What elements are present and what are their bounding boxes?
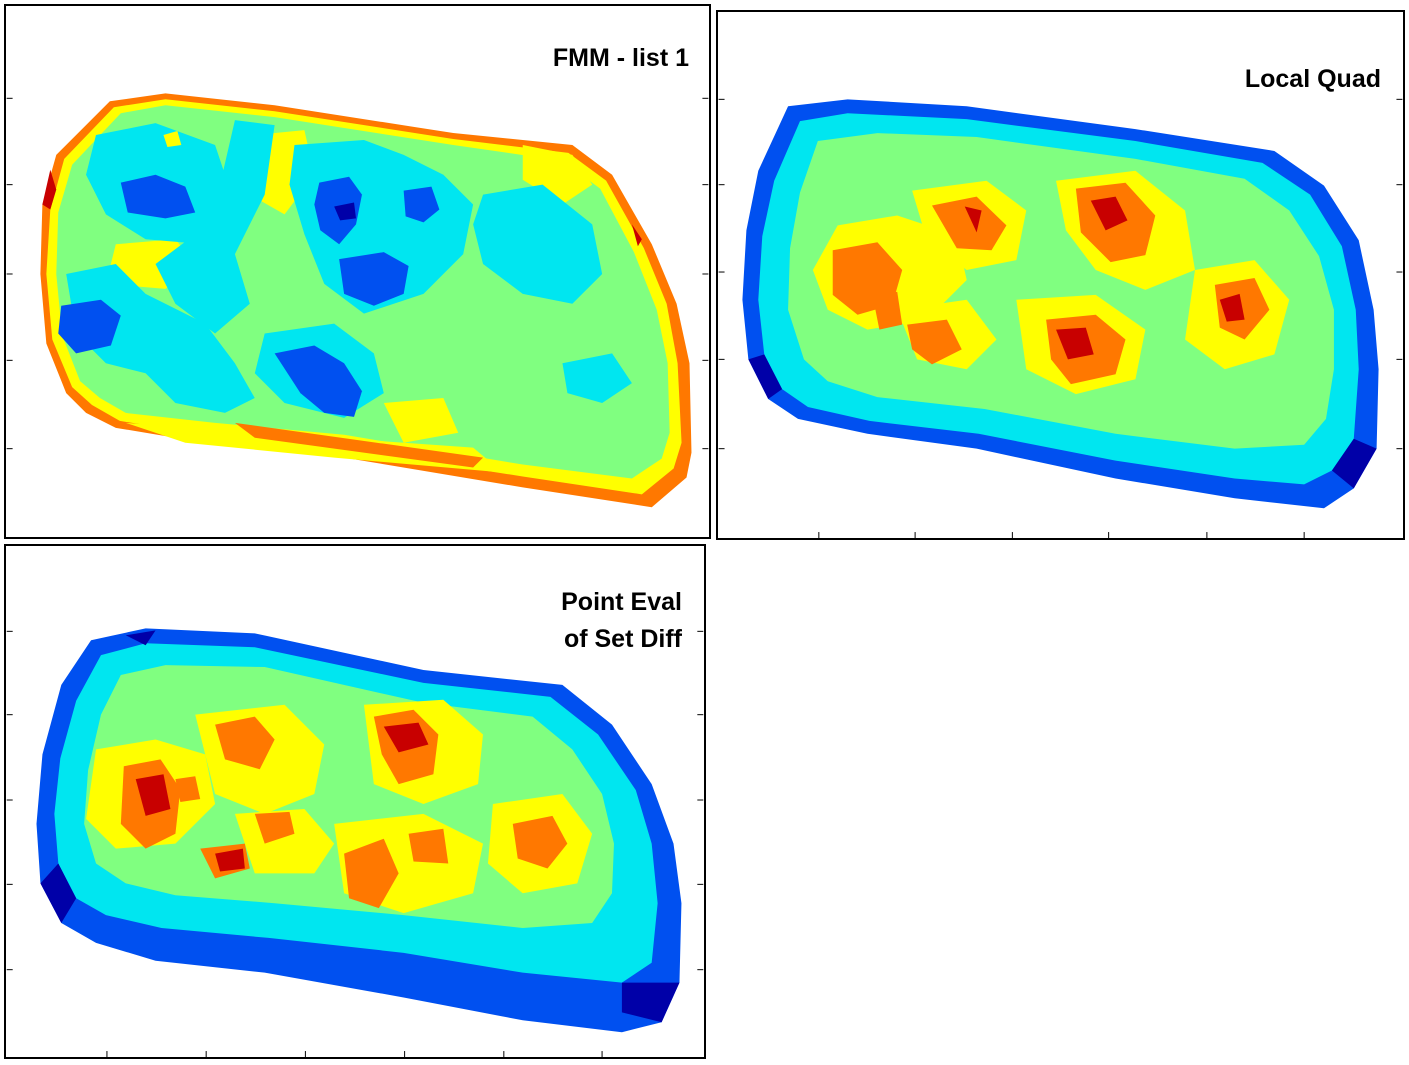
panel-point-eval-set-diff: Point Eval of Set Diff xyxy=(4,544,706,1059)
panel-title-line: of Set Diff xyxy=(563,625,682,653)
fmm-field-plot xyxy=(6,93,709,508)
panel-title-line: Local Quad xyxy=(1244,65,1381,93)
panel-local-quad: Local Quad xyxy=(716,10,1405,540)
local-quad-field-plot xyxy=(718,98,1403,538)
y-axis-ticks xyxy=(6,97,709,450)
panel-fmm-list-1: FMM - list 1 xyxy=(4,4,711,539)
panel-title: Point Eval of Set Diff xyxy=(561,584,682,658)
axis-ticks xyxy=(718,98,1403,538)
axis-ticks xyxy=(6,630,704,1057)
panel-title: Local Quad xyxy=(1245,61,1381,98)
panel-title-line: FMM - list 1 xyxy=(552,44,689,72)
point-eval-field-plot xyxy=(6,628,704,1057)
panel-title-line: Point Eval xyxy=(561,588,682,616)
panel-title: FMM - list 1 xyxy=(553,40,689,77)
